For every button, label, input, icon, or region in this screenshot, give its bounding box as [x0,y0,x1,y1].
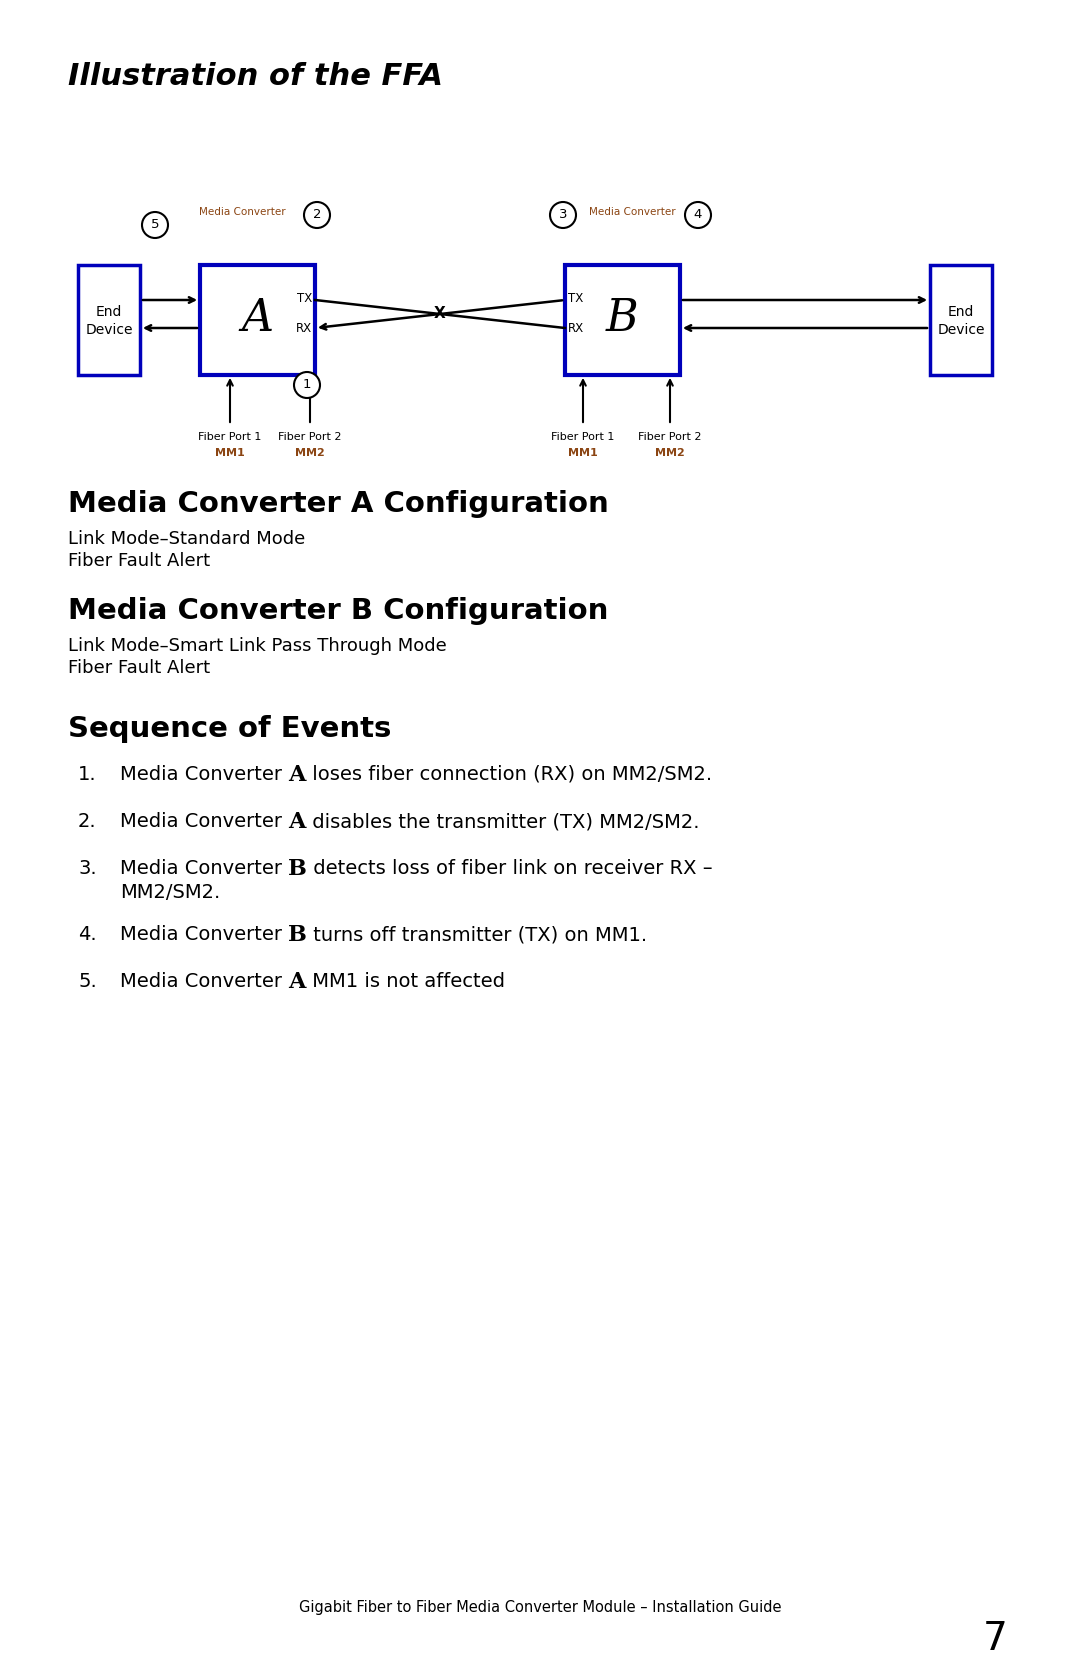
Text: Fiber Port 1: Fiber Port 1 [199,432,261,442]
Text: 5.: 5. [78,971,97,991]
Circle shape [550,202,576,229]
Text: 3.: 3. [78,860,96,878]
Bar [78,265,140,376]
Text: Fiber Port 1: Fiber Port 1 [551,432,615,442]
Text: MM1: MM1 [215,447,245,457]
Text: End: End [96,305,122,319]
Text: Media Converter B Configuration: Media Converter B Configuration [68,598,608,624]
Text: B: B [288,858,307,880]
Text: Fiber Fault Alert: Fiber Fault Alert [68,659,211,678]
Text: 2.: 2. [78,813,96,831]
Text: TX: TX [568,292,583,304]
Text: Gigabit Fiber to Fiber Media Converter Module – Installation Guide: Gigabit Fiber to Fiber Media Converter M… [299,1601,781,1616]
Text: detects loss of fiber link on receiver RX –: detects loss of fiber link on receiver R… [307,860,713,878]
Text: 7: 7 [983,1621,1008,1657]
Bar [200,265,315,376]
Text: 3: 3 [558,209,567,222]
Text: turns off transmitter (TX) on MM1.: turns off transmitter (TX) on MM1. [307,925,647,945]
Text: Media Converter: Media Converter [120,813,288,831]
Text: B: B [606,297,639,339]
Text: X: X [434,307,446,322]
Text: RX: RX [568,322,584,334]
Circle shape [685,202,711,229]
Text: Media Converter: Media Converter [199,207,286,217]
Text: Media Converter: Media Converter [120,971,288,991]
Text: 5: 5 [151,219,159,232]
Text: Fiber Fault Alert: Fiber Fault Alert [68,552,211,571]
Text: End: End [948,305,974,319]
Text: Media Converter: Media Converter [120,764,288,784]
Text: Media Converter: Media Converter [120,860,288,878]
Text: Sequence of Events: Sequence of Events [68,714,391,743]
Circle shape [294,372,320,397]
Circle shape [141,212,168,239]
Text: 2: 2 [313,209,321,222]
Text: MM1 is not affected: MM1 is not affected [306,971,504,991]
Text: MM2: MM2 [656,447,685,457]
Text: MM1: MM1 [568,447,598,457]
Text: B: B [288,925,307,946]
Text: Fiber Port 2: Fiber Port 2 [279,432,341,442]
Text: A: A [288,811,306,833]
Text: A: A [242,297,273,339]
Text: A: A [288,764,306,786]
Text: Media Converter A Configuration: Media Converter A Configuration [68,491,609,517]
Text: A: A [288,971,306,993]
Text: 4.: 4. [78,925,96,945]
Text: Device: Device [937,324,985,337]
Text: Device: Device [85,324,133,337]
Text: RX: RX [296,322,312,334]
Text: Media Converter: Media Converter [120,925,288,945]
Bar [930,265,993,376]
Text: 1: 1 [302,379,311,392]
Text: MM2/SM2.: MM2/SM2. [120,883,220,901]
Text: Link Mode–Standard Mode: Link Mode–Standard Mode [68,531,306,547]
Text: 4: 4 [693,209,702,222]
Text: TX: TX [297,292,312,304]
Circle shape [303,202,330,229]
Text: disables the transmitter (TX) MM2/SM2.: disables the transmitter (TX) MM2/SM2. [306,813,699,831]
Text: loses fiber connection (RX) on MM2/SM2.: loses fiber connection (RX) on MM2/SM2. [306,764,712,784]
Text: 1.: 1. [78,764,96,784]
Bar [565,265,680,376]
Text: Link Mode–Smart Link Pass Through Mode: Link Mode–Smart Link Pass Through Mode [68,638,447,654]
Text: Illustration of the FFA: Illustration of the FFA [68,62,443,92]
Text: Fiber Port 2: Fiber Port 2 [638,432,702,442]
Text: MM2: MM2 [295,447,325,457]
Text: Media Converter: Media Converter [590,207,676,217]
